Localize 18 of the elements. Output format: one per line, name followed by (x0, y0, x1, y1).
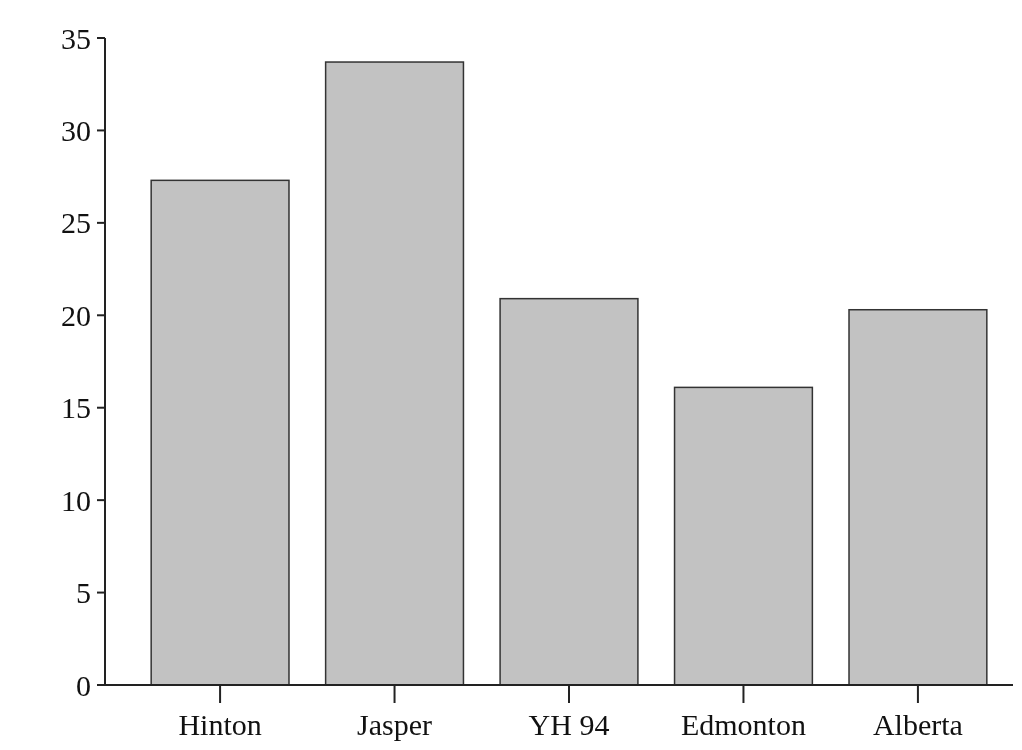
x-tick-label: YH 94 (528, 708, 610, 741)
x-tick-label: Hinton (178, 708, 262, 741)
y-tick-label: 25 (61, 206, 91, 240)
bar (499, 297, 639, 686)
x-tick-label: Jasper (357, 708, 433, 741)
bar (673, 386, 814, 686)
y-tick-label: 0 (76, 668, 91, 702)
y-tick-label: 30 (61, 113, 91, 147)
x-tick-label: Alberta (872, 708, 963, 741)
y-tick-label: 5 (76, 576, 91, 610)
y-tick-label: 20 (61, 298, 91, 332)
bar (324, 61, 465, 686)
y-tick-label: 15 (61, 391, 91, 425)
bar (848, 308, 988, 686)
bar (150, 179, 290, 686)
y-tick-label: 35 (61, 21, 91, 55)
y-tick-label: 10 (61, 483, 91, 517)
x-tick-label: Edmonton (680, 708, 806, 741)
